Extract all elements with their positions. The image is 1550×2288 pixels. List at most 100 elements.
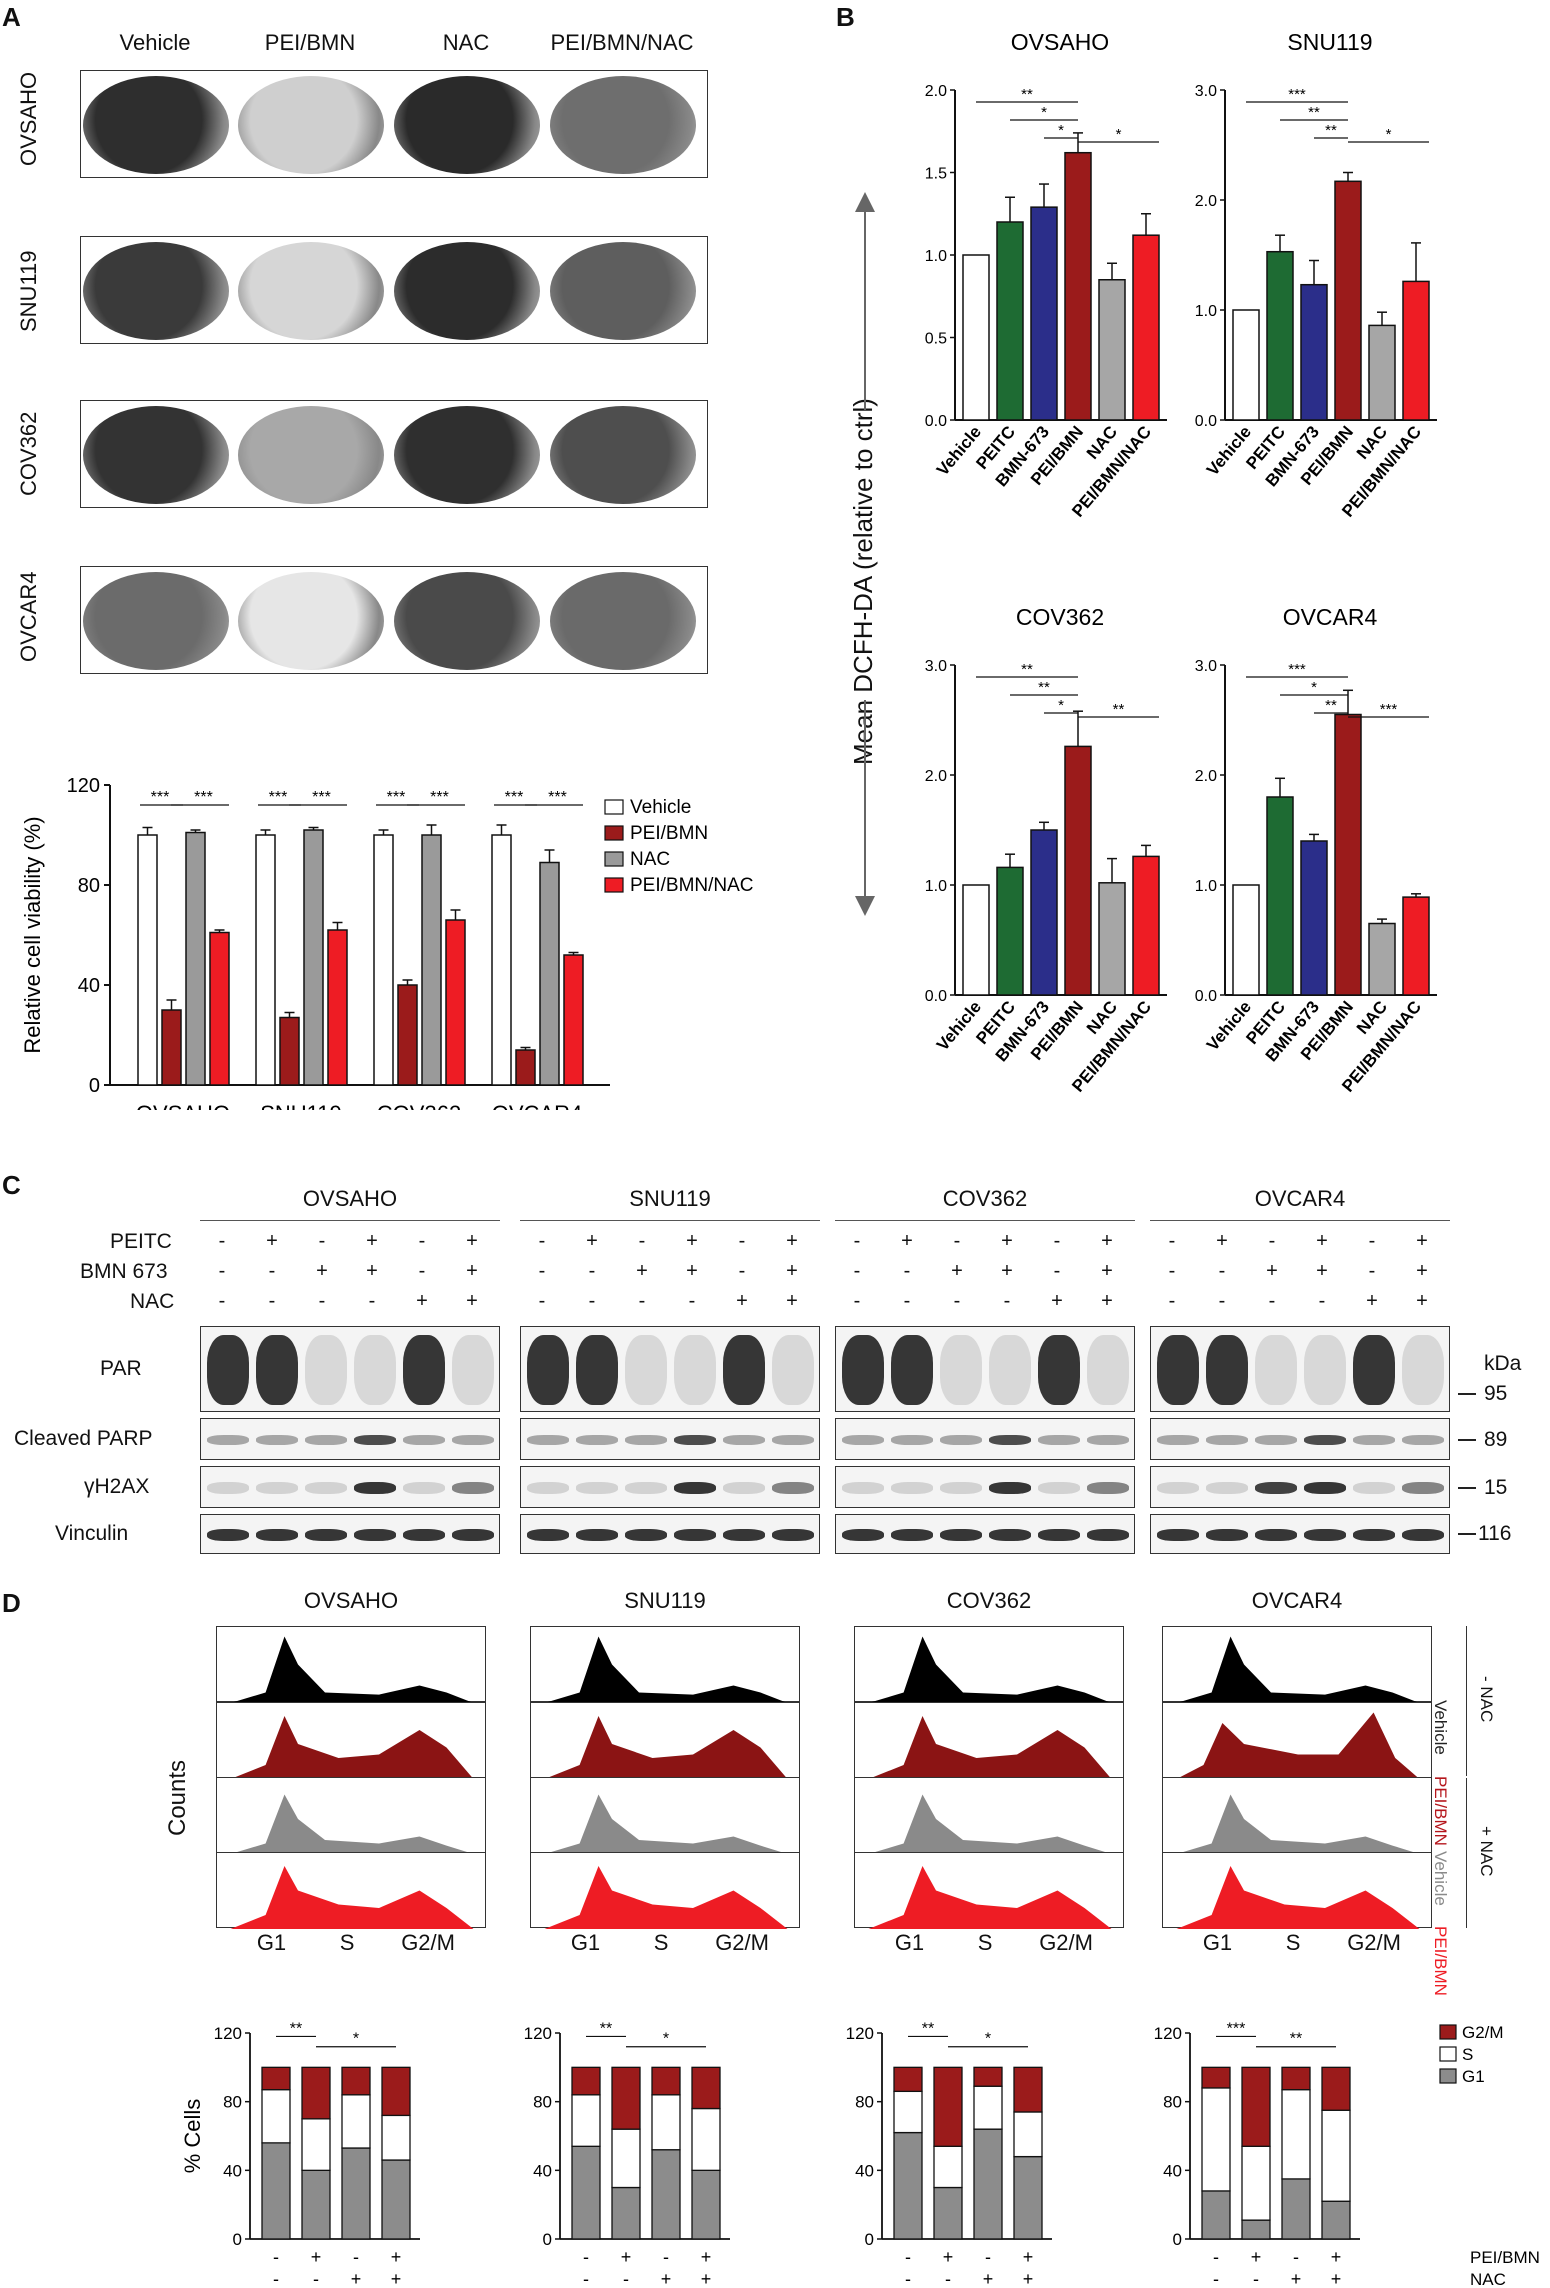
blot-label: PAR [100,1357,142,1380]
treatment-sign: - [318,1290,326,1312]
blot-image [835,1418,1135,1460]
blot-band [256,1335,298,1405]
bar [1368,922,1396,996]
phase-label: S [339,1930,355,1955]
treatment-sign: - [1368,1230,1376,1252]
nac-sign: + [661,2269,672,2288]
blot-band [527,1482,569,1494]
chart-title: SNU119 [1287,29,1372,55]
x-tick-label: SNU119 [260,1101,342,1110]
treatment-sign: + [266,1230,278,1252]
stacked-segment [301,2169,331,2240]
treatment-label: PEITC [110,1230,172,1253]
nac-sign: + [1291,2269,1302,2288]
phase-label: G1 [256,1930,287,1955]
y-tick-label: 120 [67,775,100,797]
condition-side-label: Vehicle [1431,1700,1450,1755]
nac-bracket [1466,1626,1467,1776]
blot-band [674,1529,716,1541]
blot-band [207,1335,249,1405]
pei-sign: + [391,2247,402,2267]
stacked-segment [1321,2066,1351,2111]
treatment-sign: - [903,1290,911,1312]
legend-swatch [604,851,624,867]
blot-header-rule [835,1220,1135,1221]
legend-label: Vehicle [630,797,691,818]
blot-image [1150,1514,1450,1554]
bar [1402,280,1430,421]
panel-label-c: C [2,1170,21,1200]
blot-band [940,1435,982,1445]
blot-label: Vinculin [55,1522,129,1545]
bar [161,1009,182,1086]
sig-mark: * [985,2031,991,2048]
treatment-sign: - [318,1230,326,1252]
bar [491,834,512,1086]
blot-band [403,1435,445,1445]
histogram-curve [1163,1712,1433,1779]
bar [1368,324,1396,421]
stacked-segment [1201,2190,1231,2240]
blot-band [1353,1335,1395,1405]
blot-band [354,1529,396,1541]
blot-band [1038,1435,1080,1445]
blot-band [891,1435,933,1445]
treatment-label: BMN 673 [80,1260,168,1283]
blot-band [527,1529,569,1541]
blot-band [1402,1482,1444,1494]
kda-title: kDa [1484,1352,1522,1375]
histogram [855,1716,1125,1779]
colony-dish [238,406,384,504]
bar [1232,884,1260,996]
stacked-segment [1281,2066,1311,2091]
pei-sign: - [1213,2247,1219,2267]
blot-band [256,1529,298,1541]
treatment-sign: + [786,1230,798,1252]
condition-side-label: PEI/BMN [1431,1776,1450,1846]
pei-sign: - [663,2247,669,2267]
bar [1064,151,1092,421]
colony-dish [550,406,696,504]
marker-label: 95 [1484,1382,1508,1405]
bar [1132,234,1160,421]
blot-band [1255,1482,1297,1494]
histogram-frame [216,1702,487,1779]
blot-band [842,1435,884,1445]
y-tick-label: 0.0 [1195,988,1217,1005]
pei-sign: + [1251,2247,1262,2267]
blot-band [625,1335,667,1405]
nac-sign: + [351,2269,362,2288]
pei-sign: + [621,2247,632,2267]
dish-row-title: COV362 [16,411,41,496]
histogram-frame [854,1702,1125,1779]
y-tick-label: 80 [78,875,100,897]
histogram-curve [217,1716,487,1779]
blot-band [1353,1482,1395,1494]
blot-band [891,1482,933,1494]
y-tick-label: 40 [533,2161,552,2180]
stacked-segment [1241,2145,1271,2221]
blot-band [576,1482,618,1494]
stacked-segment [611,2128,641,2189]
hist-cell-title: COV362 [946,1588,1032,1613]
blot-band [625,1482,667,1494]
stacked-segment [1281,2178,1311,2240]
blot-image [1150,1466,1450,1508]
marker-label: 15 [1484,1476,1508,1499]
treatment-sign: - [853,1260,861,1282]
blot-band [989,1435,1031,1445]
histogram [531,1716,801,1779]
histogram-frame [854,1777,1125,1854]
stacked-segment [1013,2111,1043,2158]
sig-mark: * [1058,697,1064,714]
blot-band [1157,1482,1199,1494]
sig-mark: ** [1021,661,1033,678]
blot-band [1038,1482,1080,1494]
blot-band [403,1482,445,1494]
pei-sign: - [273,2247,279,2267]
sig-mark: * [1311,679,1317,696]
panel-label-d: D [2,1588,21,1618]
nac-sign: - [583,2269,589,2288]
phase-label: G2/M [401,1930,455,1955]
y-tick-label: 2.0 [1195,768,1217,785]
